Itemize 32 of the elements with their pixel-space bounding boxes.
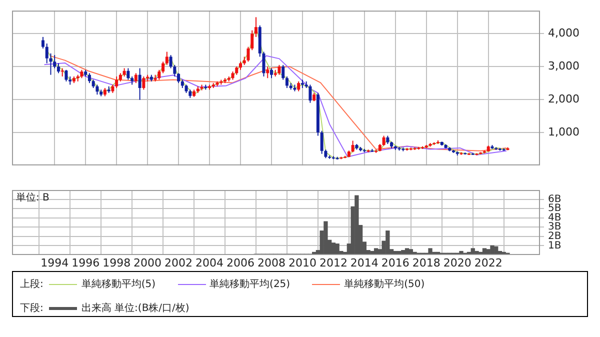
y-tick-label: 2,000 bbox=[548, 92, 580, 106]
x-tick-label: 2004 bbox=[196, 256, 224, 270]
x-tick-label: 1994 bbox=[40, 256, 69, 270]
legend-label: 単純移動平均(25) bbox=[210, 278, 290, 291]
x-tick-label: 2002 bbox=[164, 256, 193, 270]
x-tick-label: 2020 bbox=[443, 256, 472, 270]
y-tick-label: 4,000 bbox=[548, 26, 580, 40]
x-tick-label: 2000 bbox=[134, 256, 162, 270]
y-tick-label: 2B bbox=[548, 231, 562, 242]
y-tick-label: 1B bbox=[548, 240, 562, 252]
x-tick-label: 2022 bbox=[474, 256, 502, 270]
y-tick-label: 4B bbox=[548, 212, 562, 224]
y-tick-label: 3B bbox=[548, 222, 562, 233]
y-tick-label: 1,000 bbox=[548, 125, 580, 138]
legend-label: 出来高 単位:(B株/口/枚) bbox=[81, 302, 190, 315]
y-tick-label: 5B bbox=[548, 203, 562, 214]
x-tick-label: 1996 bbox=[72, 256, 100, 270]
y-tick-label: 6B bbox=[548, 194, 562, 205]
legend-title: 下段: bbox=[20, 302, 44, 315]
x-tick-label: 2006 bbox=[226, 256, 254, 270]
x-tick-label: 1998 bbox=[102, 256, 131, 270]
x-tick-label: 2012 bbox=[319, 256, 348, 270]
y-tick-label: 3,000 bbox=[548, 59, 580, 72]
annotation: 単位: B bbox=[16, 192, 50, 204]
x-tick-label: 2014 bbox=[350, 256, 378, 270]
legend-title: 上段: bbox=[20, 278, 44, 291]
x-tick-label: 2016 bbox=[381, 256, 410, 270]
x-tick-label: 2010 bbox=[288, 256, 316, 270]
legend-label: 単純移動平均(50) bbox=[344, 278, 425, 291]
legend-label: 単純移動平均(5) bbox=[81, 278, 156, 291]
x-tick-label: 2008 bbox=[257, 256, 286, 270]
x-tick-label: 2018 bbox=[412, 256, 440, 270]
